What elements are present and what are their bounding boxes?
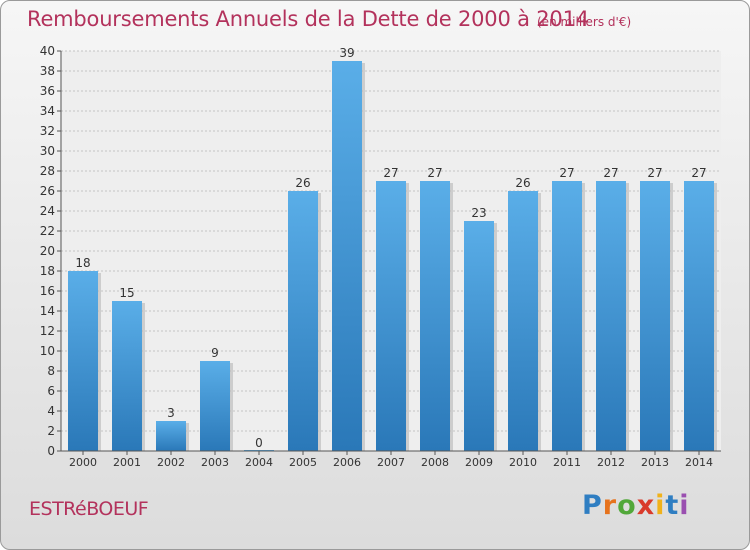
x-tick-label: 2002 [157, 456, 185, 469]
y-tick-label: 8 [47, 364, 55, 378]
data-label: 27 [603, 166, 618, 180]
y-tick-label: 24 [40, 204, 55, 218]
bar [68, 271, 98, 451]
x-tick-label: 2003 [201, 456, 229, 469]
data-label: 27 [427, 166, 442, 180]
y-tick-label: 0 [47, 444, 55, 458]
y-tick-label: 10 [40, 344, 55, 358]
y-tick-label: 14 [40, 304, 55, 318]
bar [552, 181, 582, 451]
y-tick-label: 34 [40, 104, 55, 118]
x-tick-label: 2005 [289, 456, 317, 469]
chart-title: Remboursements Annuels de la Dette de 20… [27, 7, 589, 31]
logo-letter: t [665, 490, 680, 521]
x-tick-label: 2013 [641, 456, 669, 469]
y-tick-label: 30 [40, 144, 55, 158]
y-tick-label: 2 [47, 424, 55, 438]
x-tick-label: 2000 [69, 456, 97, 469]
y-tick-label: 40 [40, 44, 55, 58]
bar [376, 181, 406, 451]
data-label: 15 [119, 286, 134, 300]
y-tick-label: 20 [40, 244, 55, 258]
logo-letter: r [602, 490, 618, 521]
x-tick-label: 2012 [597, 456, 625, 469]
y-tick-label: 26 [40, 184, 55, 198]
data-label: 9 [211, 346, 219, 360]
y-tick-label: 6 [47, 384, 55, 398]
logo-letter: P [582, 490, 603, 521]
commune-name: ESTRéBOEUF [29, 498, 149, 520]
y-tick-label: 36 [40, 84, 55, 98]
logo-letter: o [617, 490, 637, 521]
bar [684, 181, 714, 451]
x-tick-label: 2007 [377, 456, 405, 469]
y-tick-label: 12 [40, 324, 55, 338]
y-tick-label: 18 [40, 264, 55, 278]
x-tick-label: 2014 [685, 456, 713, 469]
data-label: 27 [647, 166, 662, 180]
logo-letter: x [636, 490, 656, 521]
data-label: 39 [339, 46, 354, 60]
data-label: 27 [691, 166, 706, 180]
x-tick-label: 2004 [245, 456, 273, 469]
x-tick-label: 2006 [333, 456, 361, 469]
y-tick-label: 16 [40, 284, 55, 298]
x-tick-label: 2009 [465, 456, 493, 469]
data-label: 3 [167, 406, 175, 420]
bar [288, 191, 318, 451]
x-tick-label: 2010 [509, 456, 537, 469]
data-label: 23 [471, 206, 486, 220]
data-label: 18 [75, 256, 90, 270]
y-tick-label: 28 [40, 164, 55, 178]
logo-letter: i [655, 490, 666, 521]
y-tick-label: 4 [47, 404, 55, 418]
y-tick-label: 32 [40, 124, 55, 138]
y-tick-label: 22 [40, 224, 55, 238]
data-label: 27 [559, 166, 574, 180]
data-label: 26 [515, 176, 530, 190]
bar [464, 221, 494, 451]
bar [200, 361, 230, 451]
chart-unit: (en milliers d'€) [537, 15, 632, 29]
logo-letter: i [679, 490, 690, 521]
x-tick-label: 2001 [113, 456, 141, 469]
x-tick-label: 2011 [553, 456, 581, 469]
bar [156, 421, 186, 451]
bar [420, 181, 450, 451]
y-tick-label: 38 [40, 64, 55, 78]
bar [596, 181, 626, 451]
proxiti-logo: Proxiti [582, 490, 690, 521]
data-label: 27 [383, 166, 398, 180]
data-label: 26 [295, 176, 310, 190]
bar [640, 181, 670, 451]
bar [332, 61, 362, 451]
bar [112, 301, 142, 451]
x-tick-label: 2008 [421, 456, 449, 469]
bar [508, 191, 538, 451]
data-label: 0 [255, 436, 263, 450]
